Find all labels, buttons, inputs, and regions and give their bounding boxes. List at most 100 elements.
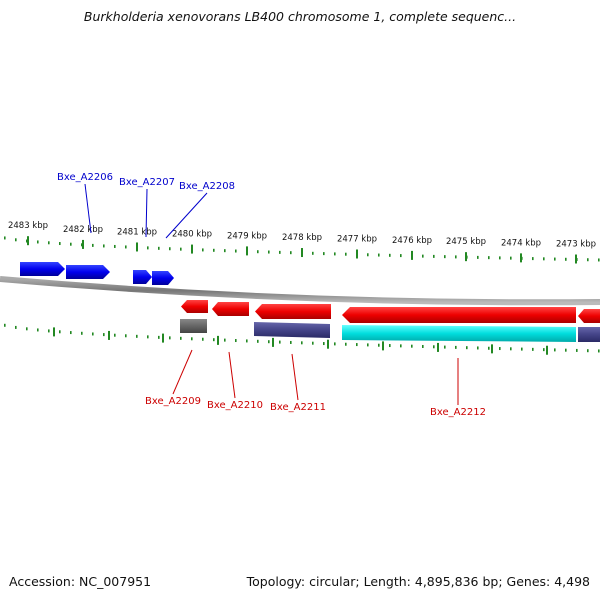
cds-block[interactable] xyxy=(254,322,330,338)
minor-tick-dot xyxy=(312,251,314,255)
minor-tick-dot xyxy=(235,339,237,343)
minor-tick-dot xyxy=(213,248,215,252)
tick-label: 2478 kbp xyxy=(282,233,322,243)
scale-ticks: 2483 kbp 2482 kbp 2481 kbp 2480 kbp 2479 kbp… xyxy=(8,221,596,355)
minor-tick-dot xyxy=(15,325,17,329)
cds-block[interactable] xyxy=(578,327,600,342)
minor-tick-dot xyxy=(279,340,281,344)
minor-tick-dot xyxy=(180,247,182,251)
minor-tick-dot xyxy=(565,348,567,352)
minor-tick-dot xyxy=(48,329,50,333)
gene-labels[interactable]: Bxe_A2206 Bxe_A2207 Bxe_A2208 Bxe_A2209 Bxe_… xyxy=(57,172,486,418)
minor-tick-dot xyxy=(367,253,369,257)
minor-tick-dot xyxy=(444,255,446,259)
minor-tick-dot xyxy=(290,340,292,344)
minor-tick-dot xyxy=(510,347,512,351)
gene-arrow-reverse[interactable] xyxy=(181,300,208,313)
minor-tick-dot xyxy=(488,346,490,350)
cds-block[interactable] xyxy=(342,325,576,342)
minor-tick-dot xyxy=(422,254,424,258)
minor-tick-dot xyxy=(422,344,424,348)
minor-tick-dot xyxy=(169,336,171,340)
minor-tick-dot xyxy=(158,246,160,250)
minor-tick-dot xyxy=(455,345,457,349)
minor-tick-dot xyxy=(356,343,358,347)
minor-tick-dot xyxy=(521,347,523,351)
minor-tick-dot xyxy=(92,243,94,247)
minor-tick-dot xyxy=(4,236,6,240)
gene-features[interactable] xyxy=(20,262,600,342)
minor-tick-dot xyxy=(114,244,116,248)
minor-tick-dot xyxy=(389,253,391,257)
minor-tick-dot xyxy=(411,344,413,348)
tick-label: 2482 kbp xyxy=(63,225,103,235)
minor-tick-dot xyxy=(510,256,512,260)
minor-tick-dot xyxy=(180,336,182,340)
gene-arrow-reverse[interactable] xyxy=(342,307,576,323)
minor-tick-dot xyxy=(323,342,325,346)
minor-tick-dot xyxy=(565,257,567,261)
gene-label-bxe_a2210[interactable]: Bxe_A2210 xyxy=(207,400,263,411)
minor-tick-dot xyxy=(169,247,171,251)
minor-tick-dot xyxy=(444,345,446,349)
minor-tick-dot xyxy=(290,251,292,255)
minor-tick-dot xyxy=(587,349,589,353)
minor-tick-dot xyxy=(15,238,17,242)
minor-tick-dot xyxy=(257,339,259,343)
gene-arrow-forward[interactable] xyxy=(20,262,65,276)
minor-tick-dot xyxy=(543,348,545,352)
minor-tick-dot xyxy=(224,338,226,342)
minor-tick-dot xyxy=(378,343,380,347)
minor-tick-dot xyxy=(279,250,281,254)
tick-label: 2474 kbp xyxy=(501,238,541,248)
minor-tick-dot xyxy=(213,338,215,342)
gene-label-bxe_a2206[interactable]: Bxe_A2206 xyxy=(57,172,113,183)
minor-tick-dot xyxy=(37,328,39,332)
gene-label-bxe_a2211[interactable]: Bxe_A2211 xyxy=(270,402,326,413)
minor-tick-dot xyxy=(158,335,160,339)
minor-tick-dot xyxy=(576,348,578,352)
minor-tick-dot xyxy=(70,331,72,335)
minor-tick-dot xyxy=(532,347,534,351)
minor-tick-dot xyxy=(334,342,336,346)
cds-block[interactable] xyxy=(180,319,207,333)
gene-label-bxe_a2209[interactable]: Bxe_A2209 xyxy=(145,396,201,407)
minor-tick-dot xyxy=(92,332,94,336)
gene-arrow-reverse[interactable] xyxy=(255,304,331,319)
tick-label: 2481 kbp xyxy=(117,227,157,237)
gene-label-bxe_a2207[interactable]: Bxe_A2207 xyxy=(119,177,175,188)
minor-tick-dot xyxy=(59,330,61,334)
gene-arrow-forward[interactable] xyxy=(133,270,152,284)
minor-tick-dot xyxy=(400,344,402,348)
minor-tick-dot xyxy=(312,341,314,345)
minor-tick-dot xyxy=(455,255,457,259)
tick-label: 2475 kbp xyxy=(446,237,486,247)
minor-tick-dot xyxy=(433,345,435,349)
minor-tick-dot xyxy=(125,334,127,338)
gene-label-bxe_a2212[interactable]: Bxe_A2212 xyxy=(430,407,486,418)
gene-arrow-forward[interactable] xyxy=(152,271,174,285)
gene-leader-line xyxy=(84,183,92,234)
gene-arrow-reverse[interactable] xyxy=(212,302,249,316)
minor-tick-dot xyxy=(378,253,380,257)
gene-label-bxe_a2208[interactable]: Bxe_A2208 xyxy=(179,181,235,192)
gene-arrow-reverse[interactable] xyxy=(578,309,600,323)
minor-tick-dot xyxy=(81,243,83,247)
minor-tick-dot xyxy=(147,335,149,339)
minor-tick-dot xyxy=(345,342,347,346)
minor-tick-dot xyxy=(554,257,556,261)
minor-tick-dot xyxy=(103,333,105,337)
minor-tick-dot xyxy=(499,347,501,351)
minor-tick-dot xyxy=(4,323,6,327)
minor-tick-dot xyxy=(488,256,490,260)
gene-arrow-forward[interactable] xyxy=(66,265,110,279)
gene-leader-line xyxy=(165,192,208,239)
minor-tick-dot xyxy=(103,244,105,248)
minor-tick-dot xyxy=(26,239,28,243)
minor-tick-dot xyxy=(477,346,479,350)
minor-tick-dot xyxy=(37,240,39,244)
gene-leader-line xyxy=(291,353,299,401)
topology-summary: Topology: circular; Length: 4,895,836 bp… xyxy=(246,574,590,589)
minor-tick-dot xyxy=(70,242,72,246)
